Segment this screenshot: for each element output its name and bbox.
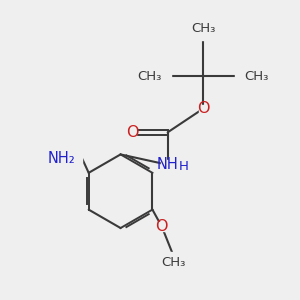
Bar [199,105,207,113]
Text: O: O [126,125,139,140]
Text: H: H [179,160,189,173]
Bar [194,31,212,40]
Text: O: O [155,219,168,234]
Bar [165,252,182,260]
Text: NH: NH [157,157,178,172]
Bar [158,222,166,231]
Bar [129,128,136,136]
Bar [153,72,171,81]
Text: CH₃: CH₃ [244,70,268,83]
Bar [65,154,82,163]
Text: CH₃: CH₃ [191,22,215,35]
Text: O: O [197,101,209,116]
Bar [161,160,174,169]
Text: CH₃: CH₃ [161,256,186,269]
Text: CH₃: CH₃ [137,70,162,83]
Text: NH₂: NH₂ [47,151,75,166]
Bar [236,72,253,81]
